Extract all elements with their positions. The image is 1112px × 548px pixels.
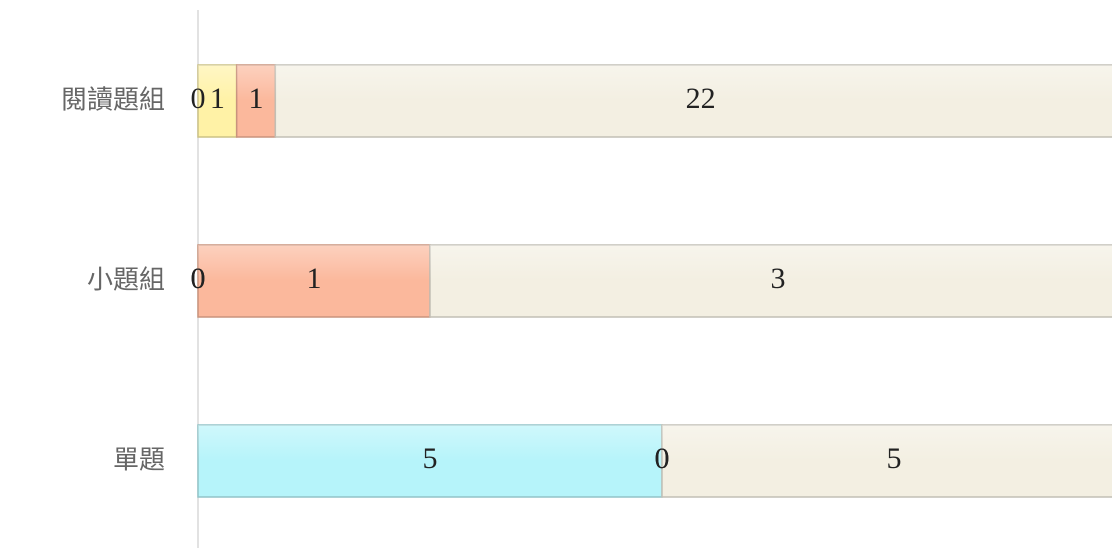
- data-label: 0: [191, 262, 206, 295]
- data-label: 5: [887, 442, 902, 475]
- data-label: 5: [423, 442, 438, 475]
- bar-shade: [662, 425, 1112, 461]
- category-label: 小題組: [87, 266, 165, 296]
- data-label: 1: [249, 82, 264, 115]
- bar-shade: [198, 65, 237, 101]
- bar-shade: [198, 425, 662, 461]
- data-label: 0: [191, 262, 206, 295]
- bar-shade: [198, 245, 430, 281]
- data-label: 3: [771, 262, 786, 295]
- bar-shade: [430, 245, 1112, 281]
- data-label: 0: [191, 82, 206, 115]
- data-label: 22: [686, 82, 716, 115]
- data-label: 0: [655, 442, 670, 475]
- bar-shade: [236, 65, 276, 101]
- category-label: 單題: [113, 446, 165, 476]
- data-label: 1: [210, 82, 225, 115]
- data-label: 1: [307, 262, 322, 295]
- data-label: 0: [655, 442, 670, 475]
- category-label: 閱讀題組: [61, 86, 165, 116]
- bar-shade: [275, 65, 1112, 101]
